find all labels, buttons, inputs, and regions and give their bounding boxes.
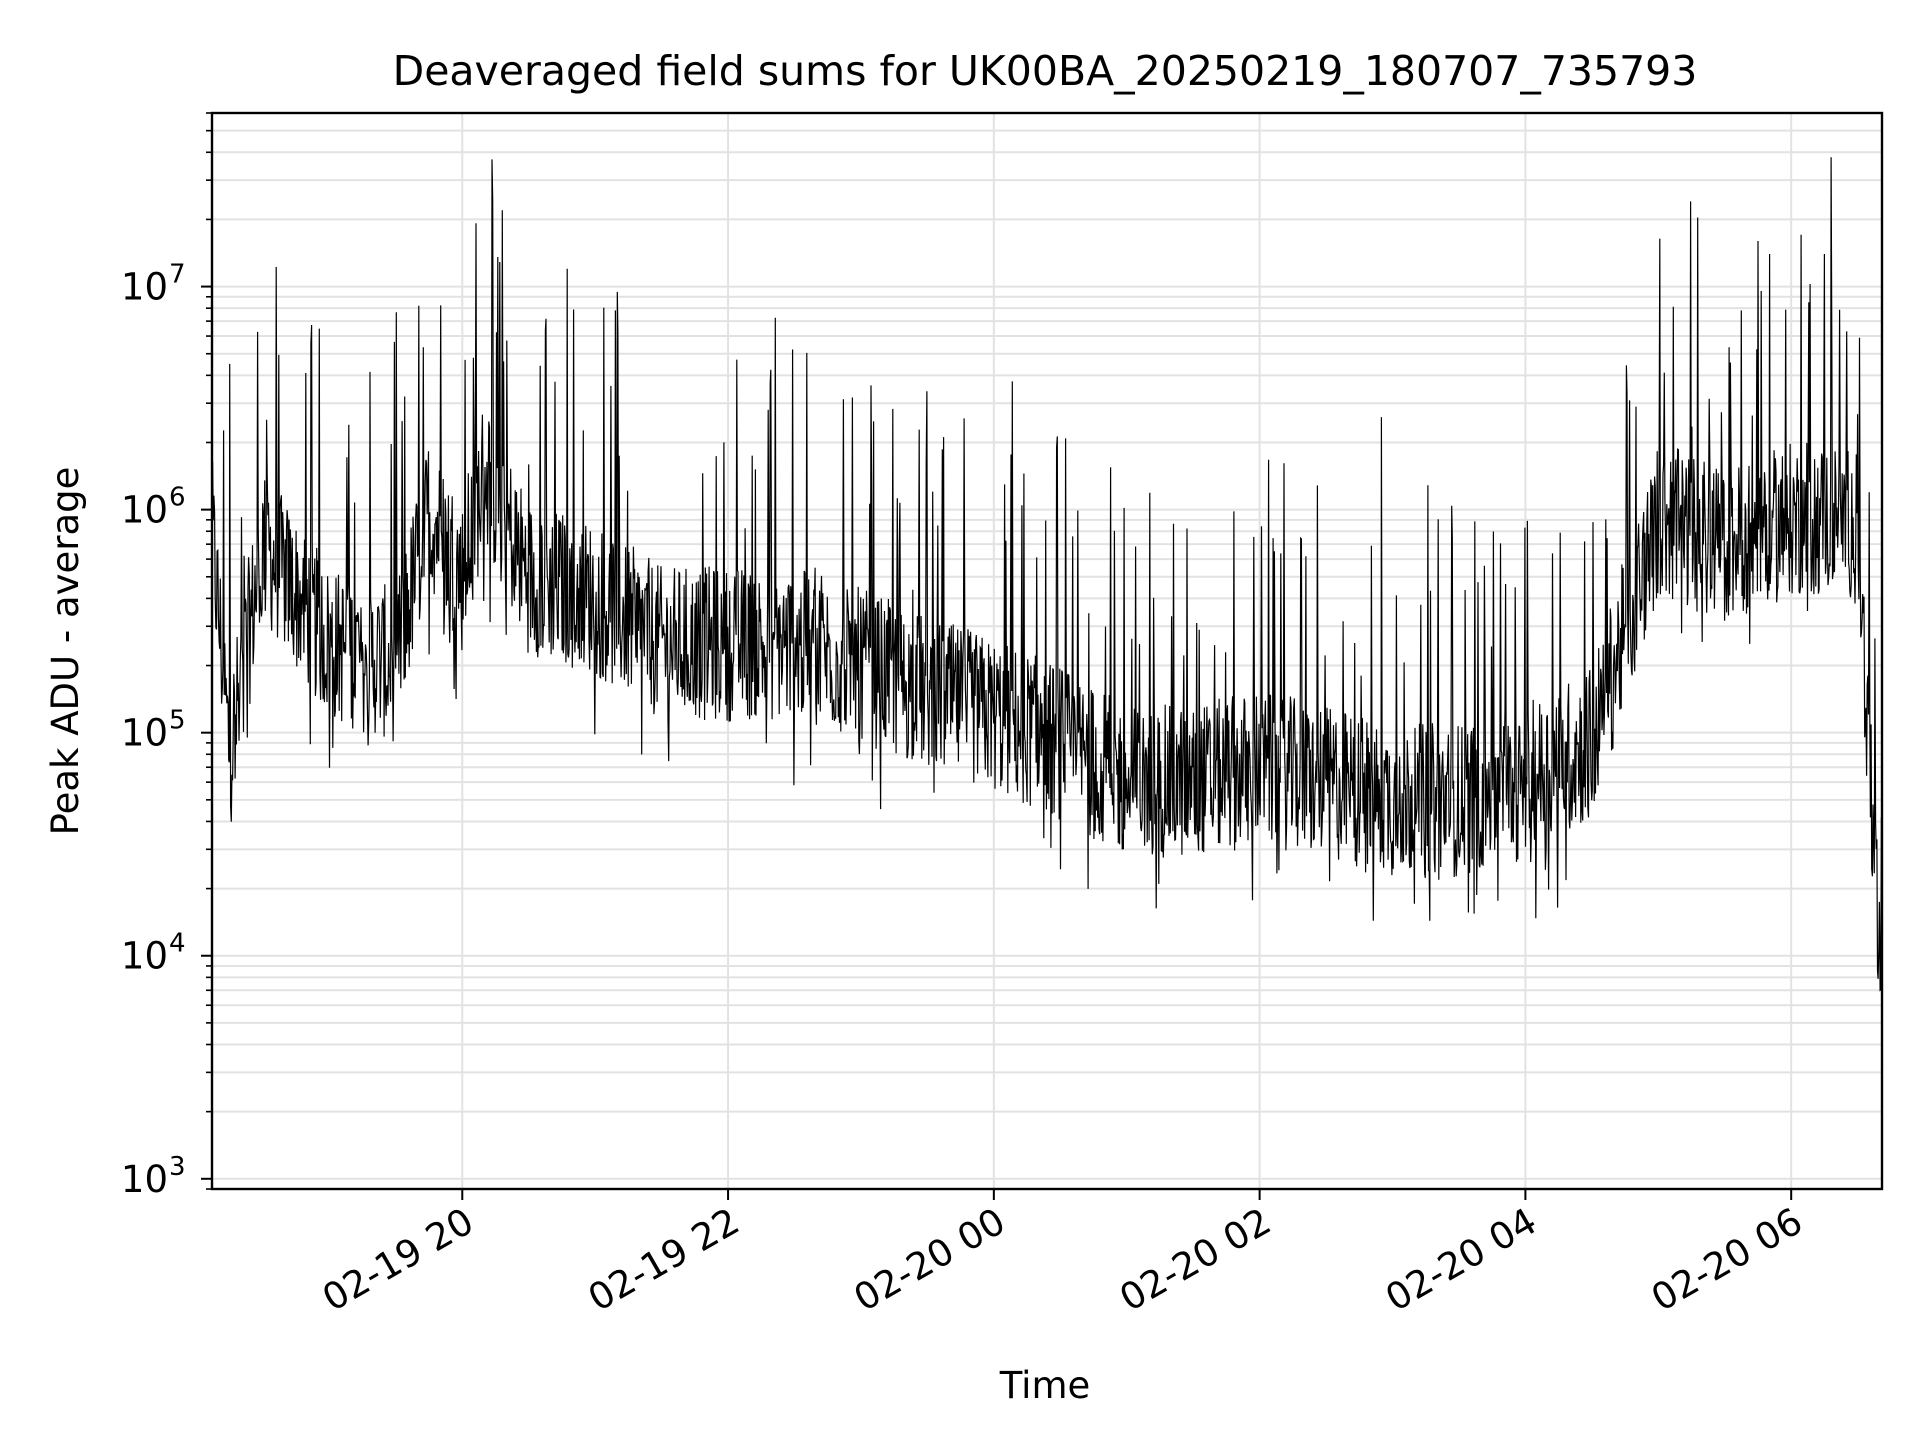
x-axis: 02-19 20 02-19 22 02-20 00 02-20 02 02-20 04… bbox=[315, 1189, 1810, 1320]
y-tick-exponent: 3 bbox=[169, 1152, 186, 1182]
y-tick-exponent: 5 bbox=[169, 706, 186, 736]
x-axis-label: Time bbox=[999, 1364, 1091, 1407]
x-tick-label: 02-19 22 bbox=[581, 1200, 747, 1320]
y-tick-label: 10 bbox=[121, 712, 168, 755]
x-tick-label: 02-20 02 bbox=[1113, 1200, 1279, 1320]
y-tick-exponent: 4 bbox=[169, 929, 186, 959]
series-layer bbox=[211, 157, 1883, 992]
grid bbox=[212, 112, 1882, 1190]
x-tick-label: 02-20 00 bbox=[847, 1200, 1013, 1320]
y-tick-label: 10 bbox=[121, 489, 168, 532]
chart-title: Deaveraged field sums for UK00BA_2025021… bbox=[393, 47, 1698, 95]
y-tick-exponent: 7 bbox=[169, 260, 186, 290]
y-tick-label: 10 bbox=[121, 935, 168, 978]
x-tick-label: 02-19 20 bbox=[315, 1200, 481, 1320]
x-tick-label: 02-20 06 bbox=[1644, 1200, 1810, 1320]
series-line bbox=[211, 157, 1883, 992]
x-tick-label: 02-20 04 bbox=[1378, 1200, 1544, 1320]
y-tick-label: 10 bbox=[121, 1158, 168, 1201]
y-axis-label: Peak ADU - average bbox=[44, 467, 87, 836]
y-tick-label: 10 bbox=[121, 266, 168, 309]
plot-frame bbox=[210, 111, 1884, 1191]
y-tick-exponent: 6 bbox=[169, 483, 186, 513]
